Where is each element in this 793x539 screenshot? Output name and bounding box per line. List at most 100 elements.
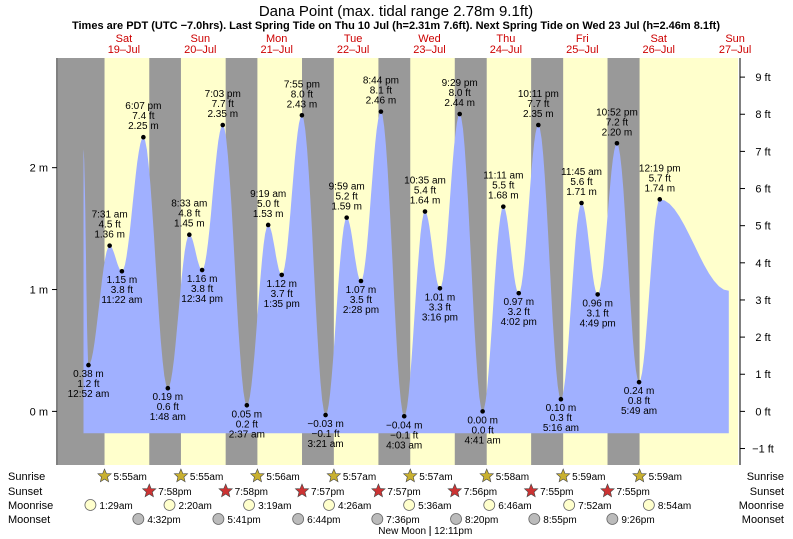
- moonset-time: 9:26pm: [621, 515, 654, 526]
- tide-time-label: 11:11 am: [483, 171, 523, 182]
- tide-extreme-point: [220, 122, 226, 128]
- tide-m-label: 0.05 m: [232, 409, 263, 420]
- tide-m-label: 1.68 m: [488, 191, 519, 202]
- tide-time-label: 9:29 pm: [442, 78, 478, 89]
- moon-icon: [563, 499, 576, 511]
- tide-time-label: 9:19 am: [250, 189, 286, 200]
- day-of-week-label: Tue: [344, 33, 363, 45]
- sunrise-time: 5:57am: [419, 472, 452, 483]
- tide-extreme-label: −0.03 m−0.1 ft3:21 am: [307, 419, 343, 450]
- star-icon: [447, 483, 463, 498]
- tide-extreme-point: [579, 200, 584, 206]
- sunrise-time: 5:59am: [649, 472, 682, 483]
- moonrise-row-label-left: Moonrise: [8, 500, 53, 512]
- moon-icon: [323, 499, 335, 511]
- moon-phase-label: New Moon: [378, 526, 426, 537]
- header: Dana Point (max. tidal range 2.78m 9.1ft…: [72, 3, 720, 32]
- tide-extreme-label: 7:31 am4.5 ft1.36 m: [92, 210, 128, 241]
- tide-time-label: 10:35 am: [404, 176, 446, 187]
- tide-m-label: 1.36 m: [94, 230, 125, 241]
- tide-extreme-label: 0.10 m0.3 ft5:16 am: [543, 403, 579, 434]
- tide-m-label: 2.25 m: [128, 121, 159, 132]
- sunset-time: 7:58pm: [158, 487, 191, 498]
- tide-extreme-label: −0.04 m−0.1 ft4:03 am: [386, 420, 422, 451]
- moon-icon: [606, 513, 619, 525]
- day-of-week-label: Thu: [496, 33, 515, 45]
- sunset-time: 7:55pm: [617, 487, 650, 498]
- moonrise-time: 2:20am: [179, 501, 212, 512]
- moonrise-time: 7:52am: [578, 501, 611, 512]
- tide-extreme-point: [119, 268, 125, 274]
- tide-extreme-label: 0.05 m0.2 ft2:37 am: [229, 409, 265, 440]
- star-icon: [479, 468, 495, 483]
- tide-extreme-point: [323, 412, 328, 418]
- tide-ft-label: 7.7 ft: [212, 99, 234, 110]
- right-axis-tick-label: 4 ft: [755, 258, 770, 270]
- tide-m-label: 1.07 m: [346, 285, 377, 296]
- tide-m-label: 2.44 m: [444, 98, 475, 109]
- moon-icon: [450, 513, 462, 525]
- day-of-week-label: Fri: [576, 33, 589, 45]
- moonrise-time: 5:36am: [418, 501, 451, 512]
- tide-extreme-point: [244, 402, 250, 408]
- sunset-time: 7:57pm: [387, 487, 420, 498]
- tide-time-label: 2:37 am: [229, 429, 265, 440]
- tide-time-label: 4:49 pm: [580, 318, 616, 329]
- tide-m-label: 1.64 m: [410, 196, 441, 207]
- tide-ft-label: 5.6 ft: [570, 177, 592, 188]
- sunrise-time: 5:55am: [190, 472, 223, 483]
- tide-time-label: 1:35 pm: [264, 299, 300, 310]
- tide-extreme-point: [358, 278, 364, 284]
- tide-ft-label: 0.6 ft: [157, 402, 179, 413]
- tide-m-label: 0.96 m: [582, 298, 613, 309]
- moonset-row-label-left: Moonset: [8, 514, 50, 526]
- tide-extreme-label: 9:19 am5.0 ft1.53 m: [250, 189, 286, 220]
- chart-title: Dana Point (max. tidal range 2.78m 9.1ft…: [259, 3, 533, 20]
- moon-phase-time: 12:11pm: [434, 526, 472, 537]
- tide-extreme-label: 7:03 pm7.7 ft2.35 m: [205, 89, 241, 120]
- tide-extreme-label: 1.07 m3.5 ft2:28 pm: [343, 285, 379, 316]
- day-of-week-label: Sun: [191, 33, 211, 45]
- tide-extreme-label: 9:59 am5.2 ft1.59 m: [329, 182, 365, 213]
- right-axis-tick-label: 0 ft: [755, 406, 770, 418]
- tide-m-label: 2.46 m: [366, 96, 397, 107]
- sunrise-time: 5:56am: [266, 472, 299, 483]
- right-axis-tick-label: 2 ft: [755, 332, 770, 344]
- tide-extreme-point: [480, 409, 485, 414]
- moon-icon: [371, 513, 384, 525]
- tide-extreme-label: 7:55 pm8.0 ft2.43 m: [284, 79, 320, 110]
- tide-m-label: 2.20 m: [602, 127, 633, 138]
- right-axis-tick-label: −1 ft: [752, 444, 774, 456]
- chart-subtitle: Times are PDT (UTC −7.0hrs). Last Spring…: [72, 20, 720, 32]
- tide-m-label: −0.03 m: [307, 419, 343, 430]
- tide-extreme-point: [457, 111, 462, 117]
- right-axis-tick-label: 6 ft: [755, 184, 770, 196]
- tide-time-label: 6:07 pm: [125, 101, 161, 112]
- tide-extreme-point: [536, 122, 541, 128]
- tide-extreme-point: [614, 140, 620, 146]
- tide-extreme-label: 0.00 m0.0 ft4:41 am: [465, 415, 501, 446]
- tide-extreme-point: [378, 109, 384, 114]
- tide-ft-label: 4.5 ft: [99, 220, 121, 231]
- tide-extreme-point: [558, 396, 564, 402]
- star-icon: [600, 483, 615, 498]
- tide-extreme-point: [86, 362, 91, 368]
- tide-ft-label: −0.1 ft: [312, 429, 340, 440]
- tide-ft-label: 0.0 ft: [471, 425, 493, 436]
- tide-ft-label: −0.1 ft: [390, 430, 418, 441]
- tide-time-label: 5:16 am: [543, 423, 579, 434]
- tide-ft-label: 8.0 ft: [449, 88, 471, 99]
- right-axis-tick-label: 3 ft: [755, 295, 770, 307]
- sunrise-row-label-left: Sunrise: [8, 471, 45, 483]
- tide-time-label: 5:49 am: [621, 406, 657, 417]
- tide-extreme-point: [141, 134, 146, 140]
- tide-m-label: 1.71 m: [566, 187, 597, 198]
- tide-time-label: 8:44 pm: [363, 76, 399, 87]
- tide-time-label: 12:52 am: [68, 389, 110, 400]
- tide-extreme-label: 6:07 pm7.4 ft2.25 m: [125, 101, 161, 132]
- star-icon: [326, 468, 342, 483]
- sunset-row-label-left: Sunset: [8, 486, 42, 498]
- tide-ft-label: 3.7 ft: [271, 289, 293, 300]
- tide-m-label: 2.35 m: [207, 109, 238, 120]
